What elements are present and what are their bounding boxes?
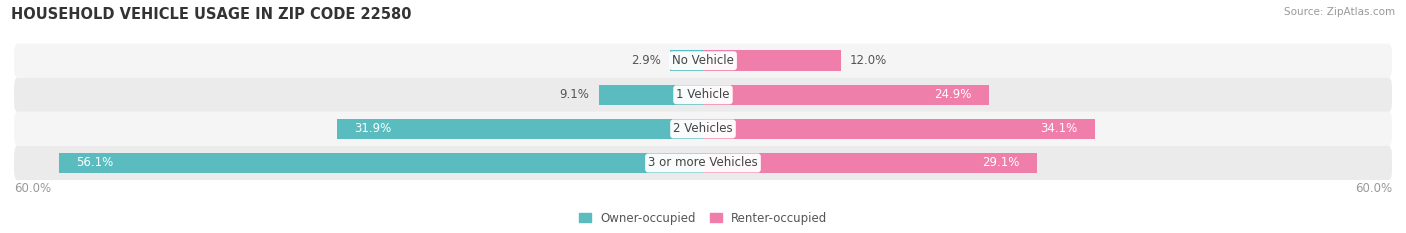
Text: 9.1%: 9.1% <box>560 88 589 101</box>
Text: 34.1%: 34.1% <box>1040 122 1077 135</box>
Bar <box>669 51 703 71</box>
Bar <box>703 51 841 71</box>
Text: 2 Vehicles: 2 Vehicles <box>673 122 733 135</box>
Bar <box>59 153 703 173</box>
Bar <box>336 119 703 139</box>
FancyBboxPatch shape <box>14 146 1392 180</box>
Text: 56.1%: 56.1% <box>76 157 114 169</box>
Text: 29.1%: 29.1% <box>983 157 1019 169</box>
Bar <box>703 85 988 105</box>
Text: 1 Vehicle: 1 Vehicle <box>676 88 730 101</box>
Text: 60.0%: 60.0% <box>14 182 51 195</box>
Text: 12.0%: 12.0% <box>851 54 887 67</box>
Bar <box>703 119 1094 139</box>
Text: HOUSEHOLD VEHICLE USAGE IN ZIP CODE 22580: HOUSEHOLD VEHICLE USAGE IN ZIP CODE 2258… <box>11 7 412 22</box>
Text: Source: ZipAtlas.com: Source: ZipAtlas.com <box>1284 7 1395 17</box>
FancyBboxPatch shape <box>14 112 1392 146</box>
Text: 2.9%: 2.9% <box>631 54 661 67</box>
FancyBboxPatch shape <box>14 78 1392 112</box>
FancyBboxPatch shape <box>14 44 1392 78</box>
Text: 3 or more Vehicles: 3 or more Vehicles <box>648 157 758 169</box>
Legend: Owner-occupied, Renter-occupied: Owner-occupied, Renter-occupied <box>579 212 827 225</box>
Bar <box>703 153 1038 173</box>
Text: No Vehicle: No Vehicle <box>672 54 734 67</box>
Text: 60.0%: 60.0% <box>1355 182 1392 195</box>
Bar <box>599 85 703 105</box>
Text: 24.9%: 24.9% <box>935 88 972 101</box>
Text: 31.9%: 31.9% <box>354 122 391 135</box>
